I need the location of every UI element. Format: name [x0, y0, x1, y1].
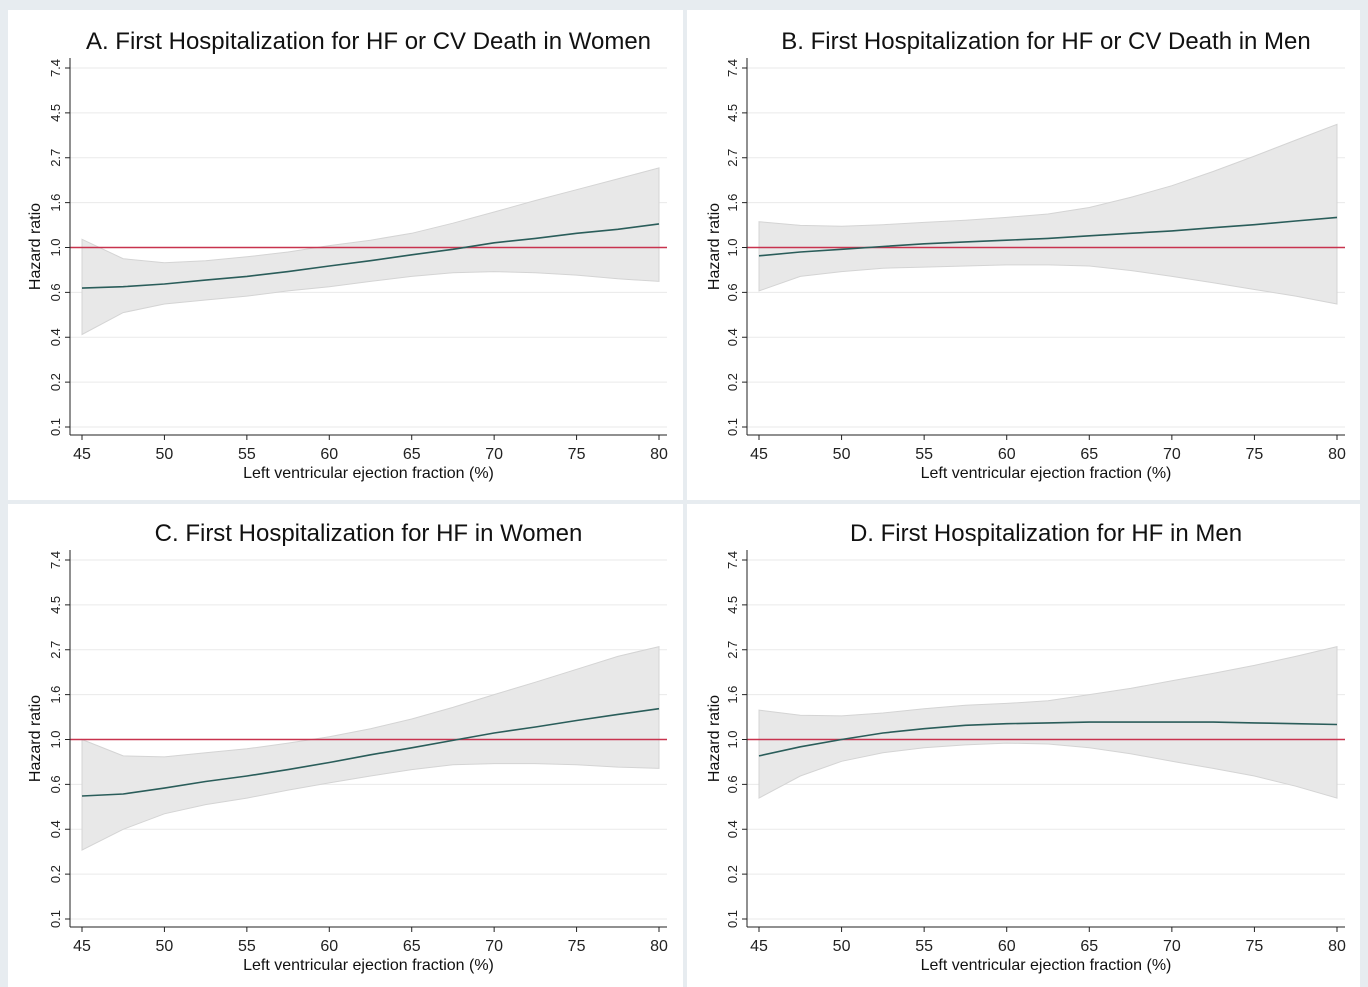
y-tick-label: 2.7: [48, 149, 63, 167]
x-tick-label: 65: [403, 938, 421, 955]
y-tick-label: 0.6: [725, 283, 740, 301]
x-tick-label: 80: [650, 446, 668, 463]
y-axis-label: Hazard ratio: [27, 695, 44, 782]
panel-a: A. First Hospitalization for HF or CV De…: [8, 10, 683, 500]
x-tick-label: 60: [998, 938, 1016, 955]
chart-d: D. First Hospitalization for HF in Men 0.…: [706, 520, 1346, 974]
x-tick-label: 55: [915, 938, 933, 955]
y-tick-label: 0.4: [48, 328, 63, 346]
x-tick-label: 75: [568, 938, 586, 955]
hazard-ratio-line: [81, 223, 660, 289]
hazard-ratio-line: [758, 216, 1338, 257]
y-tick-label: 0.2: [48, 373, 63, 391]
x-tick-label: 55: [238, 938, 256, 955]
confidence-band: [81, 167, 660, 336]
y-tick-label: 2.7: [725, 641, 740, 659]
chart-c: C. First Hospitalization for HF in Women…: [27, 520, 668, 974]
x-tick-label: 60: [320, 446, 338, 463]
y-tick-label: 0.4: [725, 328, 740, 346]
y-tick-label: 1.0: [725, 238, 740, 256]
y-tick-label: 7.4: [725, 551, 740, 569]
y-tick-label: 1.0: [48, 730, 63, 748]
x-axis-label: Left ventricular ejection fraction (%): [921, 957, 1172, 974]
y-tick-label: 1.6: [725, 686, 740, 704]
y-tick-label: 0.2: [48, 865, 63, 883]
y-tick-label: 0.1: [725, 910, 740, 928]
y-tick-label: 4.5: [48, 104, 63, 122]
y-tick-label: 1.6: [48, 194, 63, 212]
x-tick-label: 70: [485, 938, 503, 955]
x-tick-label: 75: [1246, 938, 1264, 955]
y-axis-label: Hazard ratio: [706, 695, 723, 782]
x-tick-label: 75: [568, 446, 586, 463]
panel-b: B. First Hospitalization for HF or CV De…: [687, 10, 1360, 500]
y-axis-label: Hazard ratio: [706, 203, 723, 290]
y-tick-label: 0.4: [725, 820, 740, 838]
chart-title: D. First Hospitalization for HF in Men: [850, 520, 1242, 547]
y-tick-label: 0.1: [48, 418, 63, 436]
x-tick-label: 60: [320, 938, 338, 955]
y-tick-label: 1.6: [48, 686, 63, 704]
confidence-band: [758, 123, 1338, 305]
panel-c: C. First Hospitalization for HF in Women…: [8, 504, 683, 987]
hazard-ratio-line: [81, 707, 660, 797]
chart-title: C. First Hospitalization for HF in Women: [155, 520, 583, 547]
y-tick-label: 0.4: [48, 820, 63, 838]
x-tick-label: 50: [833, 938, 851, 955]
x-tick-label: 80: [1328, 446, 1346, 463]
y-tick-label: 0.6: [48, 283, 63, 301]
y-tick-label: 7.4: [725, 59, 740, 77]
x-tick-label: 75: [1246, 446, 1264, 463]
y-tick-label: 1.0: [48, 238, 63, 256]
x-tick-label: 80: [650, 938, 668, 955]
x-axis-label: Left ventricular ejection fraction (%): [243, 465, 494, 482]
x-tick-label: 50: [156, 938, 174, 955]
y-tick-label: 0.2: [725, 373, 740, 391]
y-tick-label: 7.4: [48, 551, 63, 569]
y-tick-label: 4.5: [48, 596, 63, 614]
x-tick-label: 50: [833, 446, 851, 463]
y-tick-label: 0.6: [725, 775, 740, 793]
x-tick-label: 70: [1163, 446, 1181, 463]
panel-d: D. First Hospitalization for HF in Men 0.…: [687, 504, 1360, 987]
y-tick-label: 0.6: [48, 775, 63, 793]
y-tick-label: 2.7: [725, 149, 740, 167]
chart-a: A. First Hospitalization for HF or CV De…: [27, 28, 668, 482]
chart-title: A. First Hospitalization for HF or CV De…: [86, 28, 651, 55]
y-axis-label: Hazard ratio: [27, 203, 44, 290]
x-tick-label: 70: [485, 446, 503, 463]
x-tick-label: 45: [750, 446, 768, 463]
x-tick-label: 65: [403, 446, 421, 463]
y-tick-label: 0.1: [48, 910, 63, 928]
x-tick-label: 55: [238, 446, 256, 463]
x-tick-label: 45: [73, 938, 91, 955]
y-tick-label: 0.1: [725, 418, 740, 436]
x-axis-label: Left ventricular ejection fraction (%): [243, 957, 494, 974]
y-tick-label: 4.5: [725, 104, 740, 122]
y-tick-label: 2.7: [48, 641, 63, 659]
x-axis-label: Left ventricular ejection fraction (%): [921, 465, 1172, 482]
x-tick-label: 50: [156, 446, 174, 463]
chart-b: B. First Hospitalization for HF or CV De…: [706, 28, 1346, 482]
x-tick-label: 65: [1080, 446, 1098, 463]
y-tick-label: 4.5: [725, 596, 740, 614]
y-tick-label: 0.2: [725, 865, 740, 883]
x-tick-label: 45: [750, 938, 768, 955]
x-tick-label: 70: [1163, 938, 1181, 955]
x-tick-label: 65: [1080, 938, 1098, 955]
hazard-ratio-line: [758, 721, 1338, 757]
confidence-band: [81, 645, 660, 851]
x-tick-label: 55: [915, 446, 933, 463]
x-tick-label: 80: [1328, 938, 1346, 955]
y-tick-label: 1.0: [725, 730, 740, 748]
x-tick-label: 45: [73, 446, 91, 463]
chart-title: B. First Hospitalization for HF or CV De…: [781, 28, 1311, 55]
y-tick-label: 7.4: [48, 59, 63, 77]
y-tick-label: 1.6: [725, 194, 740, 212]
x-tick-label: 60: [998, 446, 1016, 463]
